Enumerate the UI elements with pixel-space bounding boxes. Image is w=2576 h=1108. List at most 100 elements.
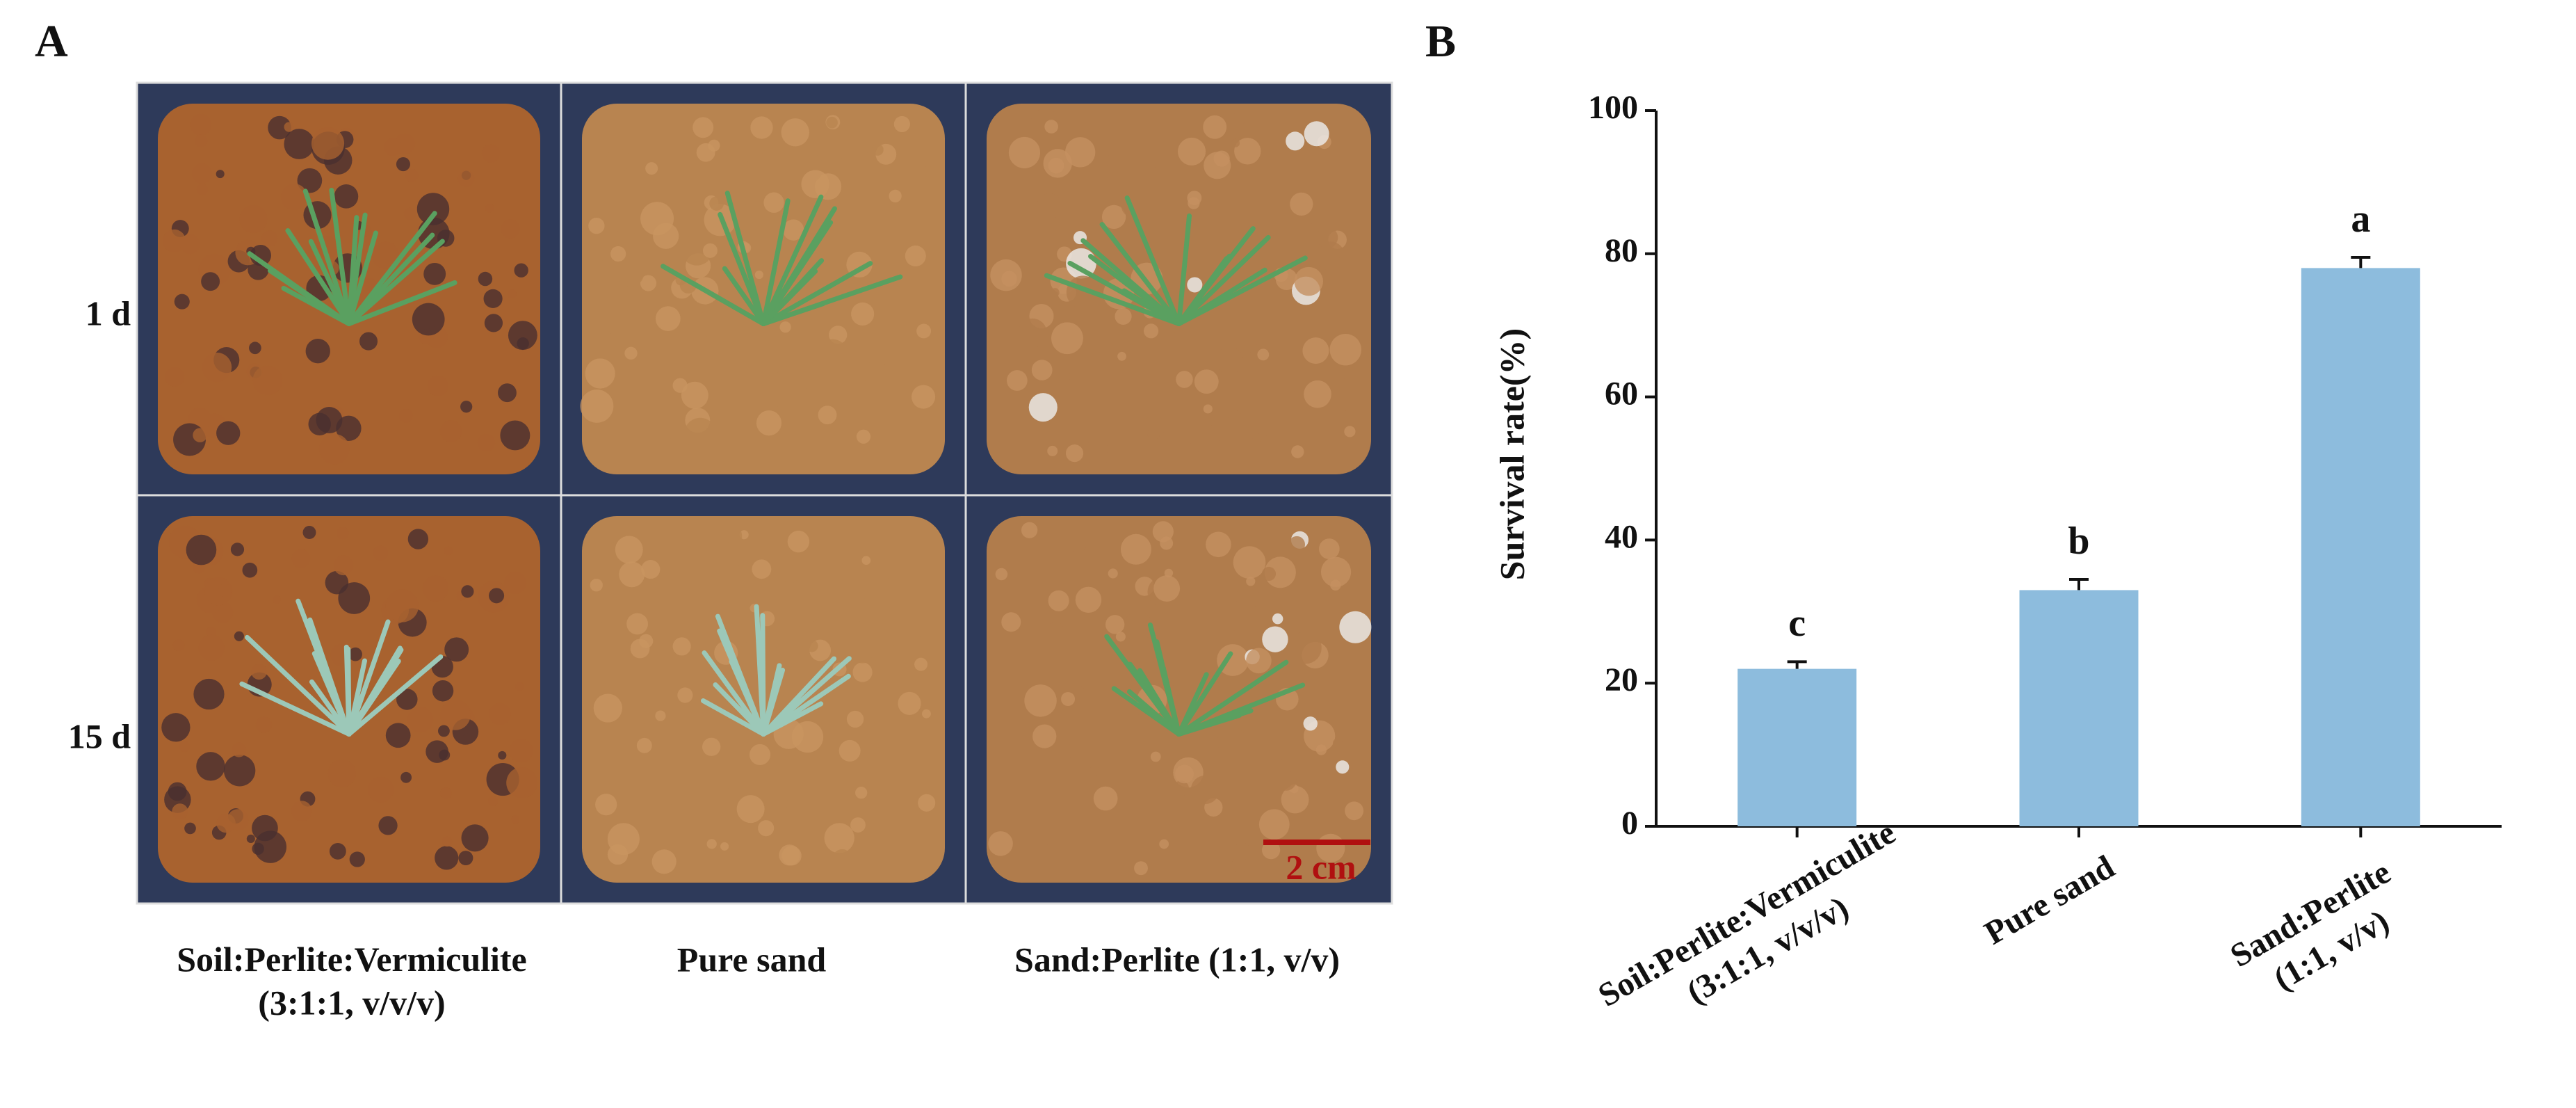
soil-grain [359, 332, 378, 351]
soil-grain [338, 582, 371, 614]
soil-grain [626, 613, 649, 635]
soil-grain [1064, 787, 1078, 803]
soil-grain [444, 546, 453, 556]
soil-grain [863, 360, 889, 387]
soil-grain [498, 383, 517, 403]
soil-grain [593, 693, 622, 723]
soil-grain [875, 643, 900, 669]
seedling-leaf [761, 198, 791, 326]
soil-grain [787, 530, 810, 553]
soil-grain [1047, 445, 1058, 456]
soil-grain [396, 157, 410, 172]
soil-grain [1150, 751, 1161, 762]
soil-grain [1065, 444, 1084, 463]
soil-grain [461, 585, 474, 598]
soil-grain [190, 113, 212, 136]
soil-grain [633, 591, 655, 612]
soil-grain [1228, 410, 1242, 424]
soil-grain [403, 207, 416, 220]
seedling-leaf [1124, 195, 1181, 326]
soil-grain [1316, 227, 1338, 248]
soil-grain [201, 272, 220, 291]
seedling-leaf [691, 281, 766, 326]
soil-grain [1176, 371, 1193, 388]
seedling-leaf [346, 215, 359, 326]
soil-grain [818, 406, 837, 425]
soil-grain [280, 184, 308, 211]
soil-grain [194, 134, 208, 148]
significance-letter: a [2351, 198, 2370, 241]
soil-grain [905, 245, 926, 267]
seedling-leaf [1088, 254, 1181, 326]
soil-grain [396, 689, 418, 710]
soil-grain [709, 196, 724, 211]
soil-grain [673, 828, 692, 847]
soil-grain [284, 129, 315, 159]
soil-grain [832, 849, 852, 870]
soil-grain [1233, 546, 1266, 579]
soil-grain [327, 759, 357, 788]
soil-grain [163, 229, 186, 252]
seedling-leaf [761, 261, 873, 326]
soil-grain [318, 433, 350, 465]
soil-grain [706, 839, 717, 849]
soil-grain [179, 234, 200, 255]
soil-grain [779, 321, 791, 333]
soil-grain [179, 741, 191, 753]
soil-grain [617, 259, 645, 287]
column-label: Pure sand [677, 940, 827, 979]
soil-grain [1246, 648, 1272, 674]
column-label: Soil:Perlite:Vermiculite (3:1:1, v/v/v) [177, 940, 527, 1022]
soil-grain [995, 568, 1008, 581]
soil-grain [846, 769, 861, 785]
soil-grain [1147, 426, 1160, 440]
seedling-leaf [1176, 267, 1267, 326]
soil-grain [1048, 590, 1069, 611]
soil-grain [284, 122, 294, 132]
significance-letter: b [2068, 520, 2089, 563]
error-bar [1787, 660, 1807, 669]
soil-grain [826, 116, 838, 129]
row-label: 1 d [86, 294, 131, 332]
soil-grain [696, 143, 715, 162]
soil-grain [1234, 842, 1251, 859]
soil-grain [174, 294, 190, 310]
soil-grain [1329, 333, 1361, 366]
seedling-leaf [307, 617, 352, 737]
y-tick-label: 80 [1605, 232, 1638, 269]
seedling-leaf [722, 266, 766, 326]
soil-grain [782, 219, 804, 241]
soil-grain [1149, 788, 1161, 801]
bar [1737, 668, 1857, 826]
soil-grain [216, 813, 236, 833]
soil-grain [1217, 644, 1249, 676]
soil-grain [268, 115, 291, 140]
soil-grain [412, 303, 445, 336]
soil-grain [615, 536, 643, 564]
soil-grain [484, 314, 503, 332]
soil-grain [918, 794, 936, 812]
soil-grain [383, 138, 403, 156]
soil-grain [1093, 786, 1118, 811]
soil-grain [1276, 770, 1297, 791]
soil-grain [239, 204, 268, 234]
soil-grain [619, 561, 645, 588]
soil-grain [1300, 623, 1312, 634]
soil-grain [191, 163, 213, 184]
soil-grain [196, 752, 225, 781]
scale-bar-label: 2 cm [1286, 847, 1356, 886]
soil-grain [990, 259, 1022, 291]
soil-grain [1246, 577, 1256, 586]
seedling-leaf [281, 285, 352, 326]
soil-grain [1231, 138, 1240, 147]
soil-grain [511, 815, 520, 824]
soil-grain [1288, 536, 1306, 553]
soil-grain [508, 321, 537, 351]
y-tick-label: 0 [1621, 805, 1638, 842]
soil-grain [1143, 323, 1159, 339]
soil-grain [651, 849, 677, 874]
seedling-leaf [1137, 668, 1181, 737]
soil-grain [1300, 305, 1316, 321]
soil-grain [618, 641, 631, 654]
